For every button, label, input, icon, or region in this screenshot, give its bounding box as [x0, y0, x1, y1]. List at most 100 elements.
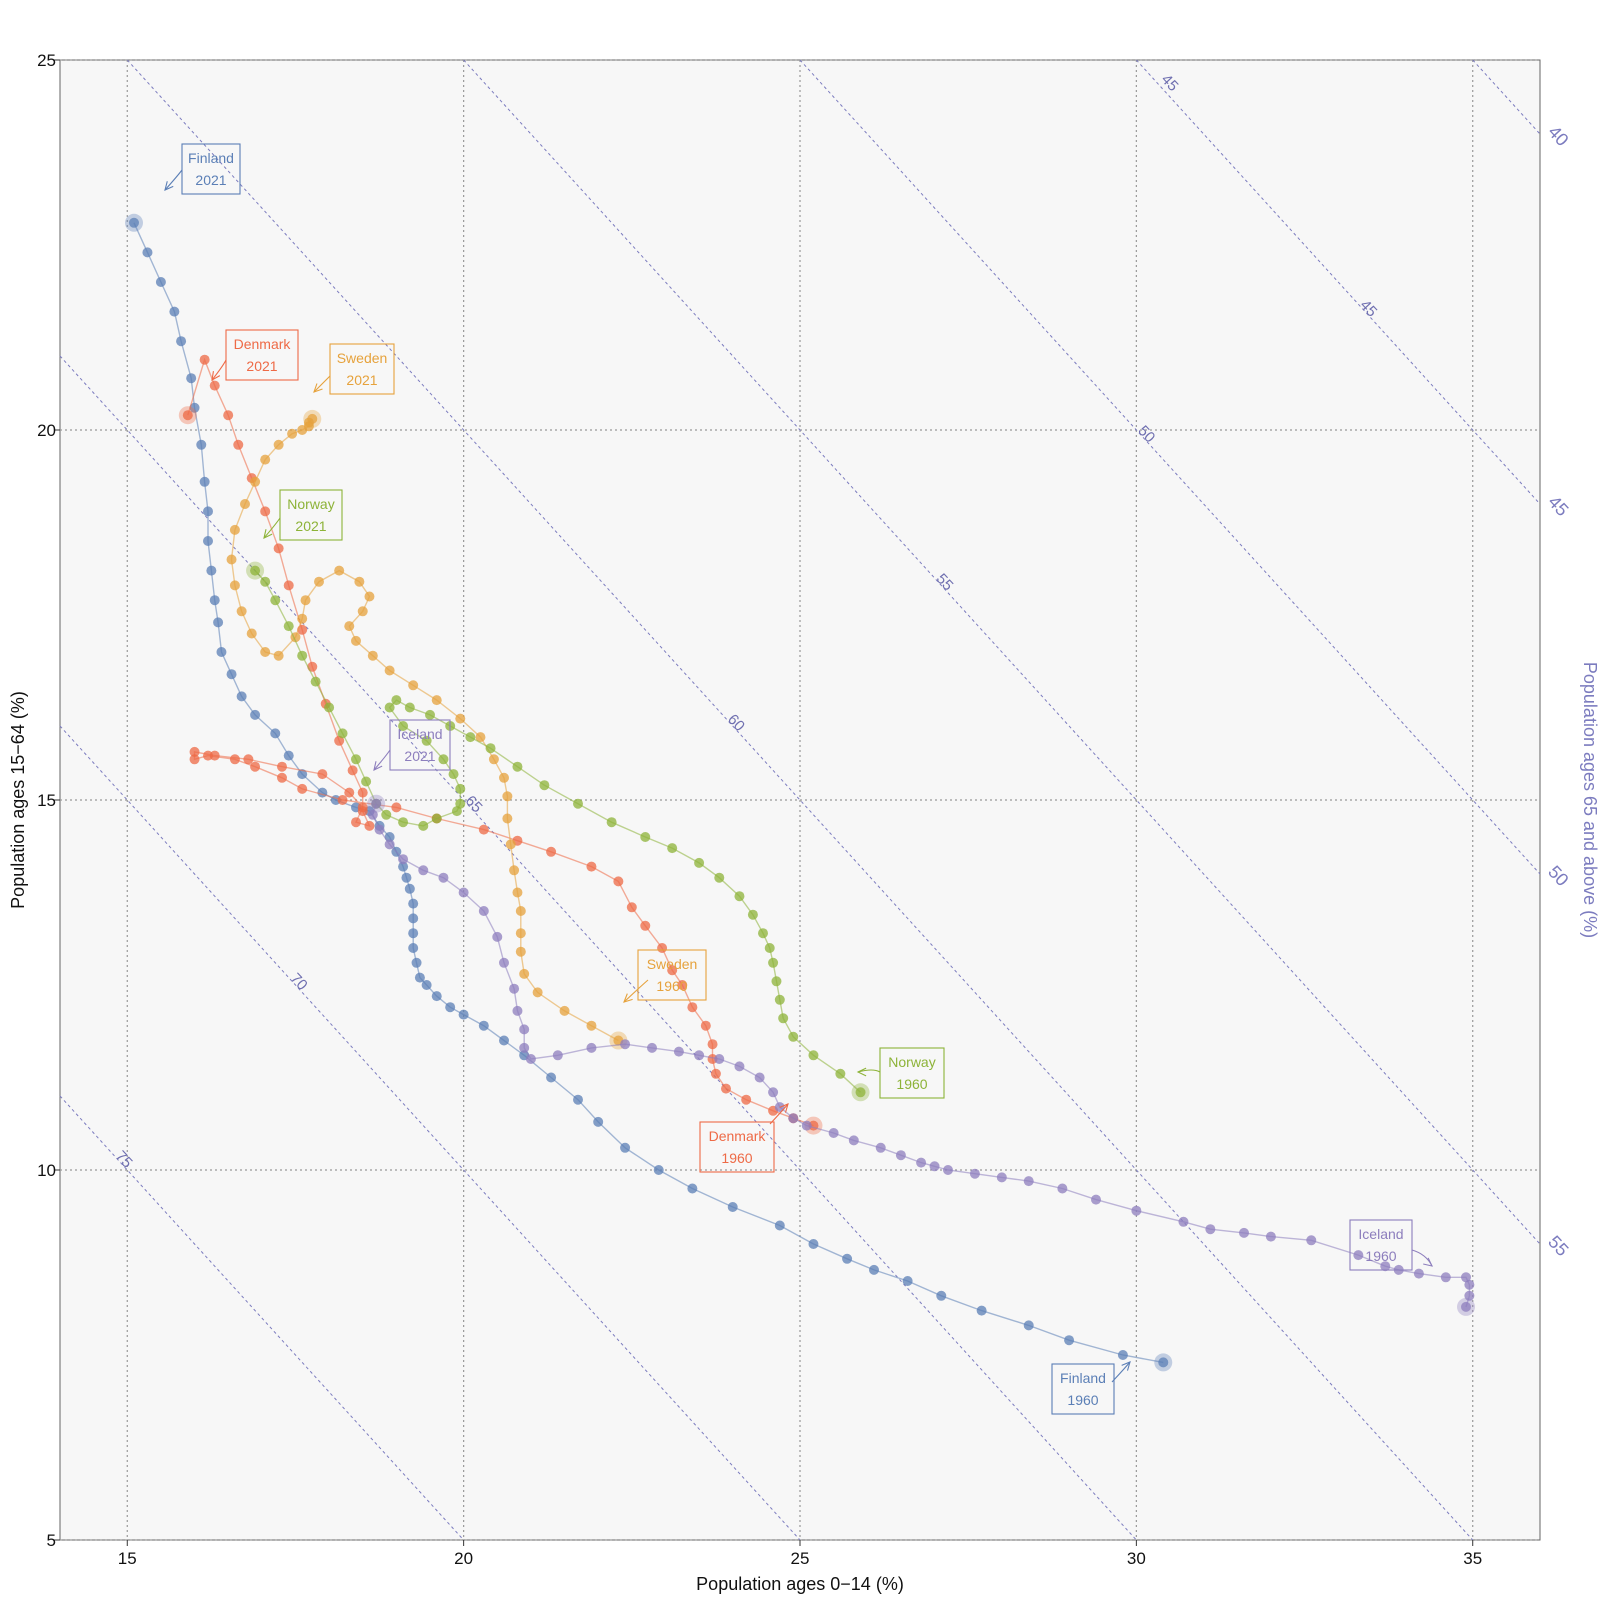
data-point [203, 506, 213, 517]
annotation-arrow [164, 169, 183, 191]
data-point [351, 754, 361, 765]
data-point [502, 813, 513, 824]
data-point [367, 650, 378, 661]
data-point [929, 1161, 940, 1172]
data-point [1461, 1301, 1471, 1312]
annotation-norway-2021: Norway 2021 [263, 489, 343, 541]
data-point [1131, 1205, 1142, 1216]
data-point [943, 1165, 953, 1175]
data-point [297, 783, 308, 794]
data-point [768, 1087, 779, 1098]
data-point [552, 1050, 563, 1061]
data-point [196, 439, 207, 450]
iso-line-65 [59, 355, 1137, 1541]
data-point [250, 709, 261, 720]
data-point [499, 957, 509, 968]
series-iceland [367, 794, 1475, 1316]
data-point [640, 920, 651, 931]
data-point [142, 247, 153, 258]
annotation-box [637, 949, 707, 1001]
data-point [519, 968, 530, 979]
data-point [694, 1050, 705, 1061]
annotation-arrow [769, 1103, 789, 1125]
data-point [418, 865, 429, 876]
annotation-arrow [373, 749, 391, 771]
data-point [404, 883, 415, 894]
data-point [519, 1042, 530, 1053]
data-point [808, 1050, 819, 1061]
data-point [384, 702, 395, 713]
annotation-year: 2021 [295, 518, 326, 534]
annotation-box [329, 343, 395, 395]
data-point [445, 1002, 456, 1013]
annotation-arrowhead [373, 761, 383, 771]
data-point [606, 817, 617, 828]
data-point [297, 769, 308, 780]
data-point [1353, 1250, 1364, 1261]
data-point [747, 909, 758, 920]
annotation-box [389, 719, 451, 771]
data-point [384, 832, 395, 842]
data-point [1023, 1176, 1034, 1187]
data-point [307, 661, 318, 672]
data-point [334, 565, 345, 576]
annotation-country: Finland [1060, 1370, 1106, 1386]
data-point [774, 994, 785, 1005]
annotation-box [699, 1121, 775, 1173]
data-point [398, 854, 409, 865]
data-point [586, 861, 597, 872]
data-point [371, 798, 382, 809]
annotation-box [1051, 1363, 1115, 1415]
data-point [1064, 1335, 1075, 1346]
data-point [546, 846, 557, 857]
data-point [270, 595, 281, 606]
data-point [573, 1094, 583, 1105]
data-point [199, 354, 210, 365]
data-point [398, 721, 409, 731]
data-point [357, 806, 368, 817]
data-point [465, 732, 476, 743]
annotation-iceland-1960: Iceland 1960 [1349, 1219, 1433, 1271]
annotation-year: 2021 [246, 358, 277, 374]
data-point [458, 887, 469, 898]
data-point [875, 1142, 886, 1153]
data-point [1380, 1261, 1391, 1272]
data-point [687, 1002, 698, 1013]
data-point [421, 980, 432, 990]
data-point [455, 783, 466, 794]
data-point [229, 524, 240, 535]
series-layer [125, 213, 1475, 1372]
data-point [996, 1172, 1007, 1183]
data-point [273, 439, 284, 450]
data-point [189, 746, 200, 757]
annotation-box [1349, 1219, 1413, 1271]
data-point [404, 702, 415, 713]
annotation-arrowhead [623, 993, 633, 1003]
data-point [364, 591, 375, 602]
right-axis-title: Population ages 65 and above (%) [1580, 662, 1600, 938]
data-point [421, 735, 432, 746]
data-point [317, 769, 328, 780]
y-axis-title: Population ages 15−64 (%) [8, 691, 28, 909]
annotation-box [279, 489, 343, 541]
data-point [1413, 1268, 1424, 1279]
data-point [687, 1183, 698, 1194]
data-point [438, 872, 449, 883]
data-point [1057, 1183, 1068, 1194]
data-point [229, 754, 240, 765]
data-point [209, 595, 220, 606]
data-point [902, 1276, 913, 1286]
data-point [337, 728, 348, 739]
data-point [677, 980, 688, 990]
data-point [408, 913, 419, 924]
data-point [297, 613, 308, 624]
data-point [478, 906, 489, 916]
data-point [324, 702, 335, 713]
annotation-arrow [313, 375, 331, 393]
data-point [505, 839, 516, 850]
data-point [226, 669, 237, 680]
data-point [916, 1157, 927, 1168]
data-point [478, 824, 489, 835]
annotation-arrowhead [211, 371, 221, 382]
data-point [337, 795, 348, 805]
